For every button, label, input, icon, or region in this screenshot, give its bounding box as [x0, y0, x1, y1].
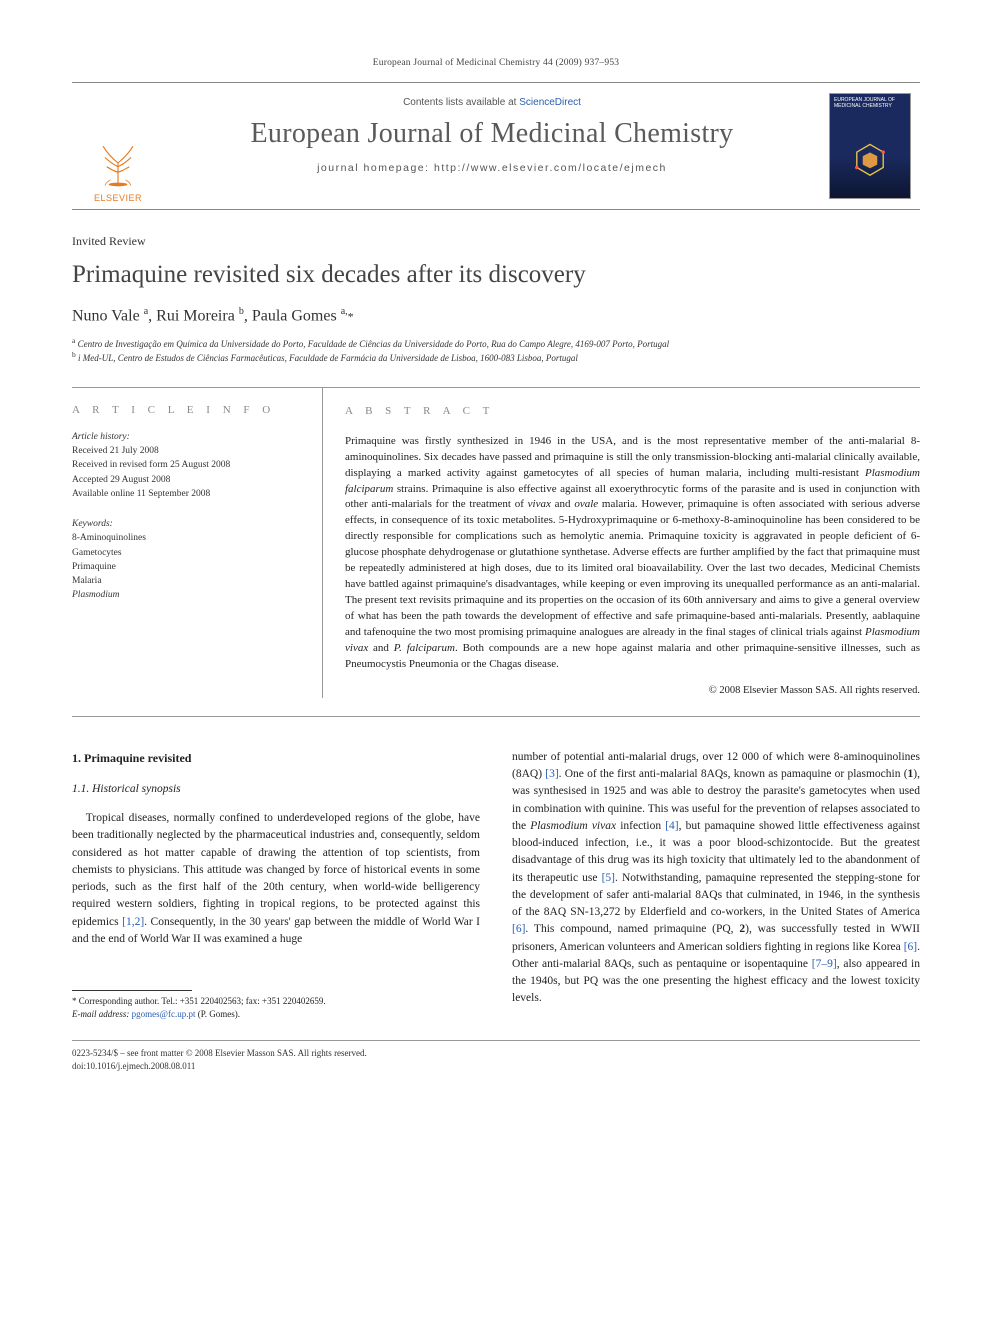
affiliations: a Centro de Investigação em Química da U…	[72, 336, 920, 365]
masthead: ELSEVIER Contents lists available at Sci…	[72, 82, 920, 210]
keywords-label: Keywords:	[72, 517, 300, 531]
article-title: Primaquine revisited six decades after i…	[72, 259, 920, 290]
abstract-copyright: © 2008 Elsevier Masson SAS. All rights r…	[345, 683, 920, 698]
homepage-url[interactable]: http://www.elsevier.com/locate/ejmech	[434, 162, 667, 174]
running-header: European Journal of Medicinal Chemistry …	[72, 58, 920, 68]
keyword: Malaria	[72, 574, 300, 588]
contents-line: Contents lists available at ScienceDirec…	[172, 97, 812, 108]
keyword: Plasmodium	[72, 588, 300, 602]
history-accepted: Accepted 29 August 2008	[72, 473, 300, 487]
abstract-text: Primaquine was firstly synthesized in 19…	[345, 434, 920, 673]
body-para-right: number of potential anti-malarial drugs,…	[512, 749, 920, 1008]
abstract-heading: A B S T R A C T	[345, 404, 920, 420]
elsevier-tree-icon	[90, 135, 146, 191]
history-online: Available online 11 September 2008	[72, 487, 300, 501]
corresponding-footnote: * Corresponding author. Tel.: +351 22040…	[72, 995, 480, 1020]
history-label: Article history:	[72, 430, 300, 444]
email-paren: (P. Gomes).	[198, 1009, 240, 1019]
right-column: number of potential anti-malarial drugs,…	[512, 749, 920, 1020]
article-info-heading: A R T I C L E I N F O	[72, 404, 300, 416]
publisher-label: ELSEVIER	[94, 193, 142, 203]
footer-separator	[72, 1040, 920, 1041]
contents-prefix: Contents lists available at	[403, 97, 519, 108]
keyword: Gametocytes	[72, 546, 300, 560]
history-received: Received 21 July 2008	[72, 444, 300, 458]
homepage-line: journal homepage: http://www.elsevier.co…	[172, 162, 812, 174]
divider	[72, 716, 920, 717]
masthead-center: Contents lists available at ScienceDirec…	[164, 83, 820, 209]
history-revised: Received in revised form 25 August 2008	[72, 458, 300, 472]
cover-molecule-icon	[848, 140, 892, 184]
footer: 0223-5234/$ – see front matter © 2008 El…	[72, 1047, 920, 1072]
section-heading-1-1: 1.1. Historical synopsis	[72, 781, 480, 798]
homepage-prefix: journal homepage:	[317, 162, 434, 174]
authors: Nuno Vale a, Rui Moreira b, Paula Gomes …	[72, 306, 920, 325]
section-heading-1: 1. Primaquine revisited	[72, 749, 480, 767]
left-column: 1. Primaquine revisited 1.1. Historical …	[72, 749, 480, 1020]
keyword: 8-Aminoquinolines	[72, 531, 300, 545]
article-type: Invited Review	[72, 234, 920, 249]
keyword: Primaquine	[72, 560, 300, 574]
footnote-separator	[72, 990, 192, 991]
email-link[interactable]: pgomes@fc.up.pt	[132, 1009, 196, 1019]
publisher-logo-block: ELSEVIER	[72, 83, 164, 209]
article-info-column: A R T I C L E I N F O Article history: R…	[72, 388, 322, 698]
journal-cover-thumb: EUROPEAN JOURNAL OF MEDICINAL CHEMISTRY	[829, 93, 911, 199]
journal-name: European Journal of Medicinal Chemistry	[172, 118, 812, 150]
email-label: E-mail address:	[72, 1009, 129, 1019]
sciencedirect-link[interactable]: ScienceDirect	[519, 97, 581, 108]
footer-line2: doi:10.1016/j.ejmech.2008.08.011	[72, 1060, 920, 1073]
abstract-column: A B S T R A C T Primaquine was firstly s…	[322, 388, 920, 698]
footer-line1: 0223-5234/$ – see front matter © 2008 El…	[72, 1047, 920, 1060]
body-columns: 1. Primaquine revisited 1.1. Historical …	[72, 749, 920, 1020]
body-para-left: Tropical diseases, normally confined to …	[72, 810, 480, 948]
corr-line: * Corresponding author. Tel.: +351 22040…	[72, 995, 480, 1008]
cover-line2: MEDICINAL CHEMISTRY	[834, 103, 892, 109]
cover-thumbnail-block: EUROPEAN JOURNAL OF MEDICINAL CHEMISTRY	[820, 83, 920, 209]
